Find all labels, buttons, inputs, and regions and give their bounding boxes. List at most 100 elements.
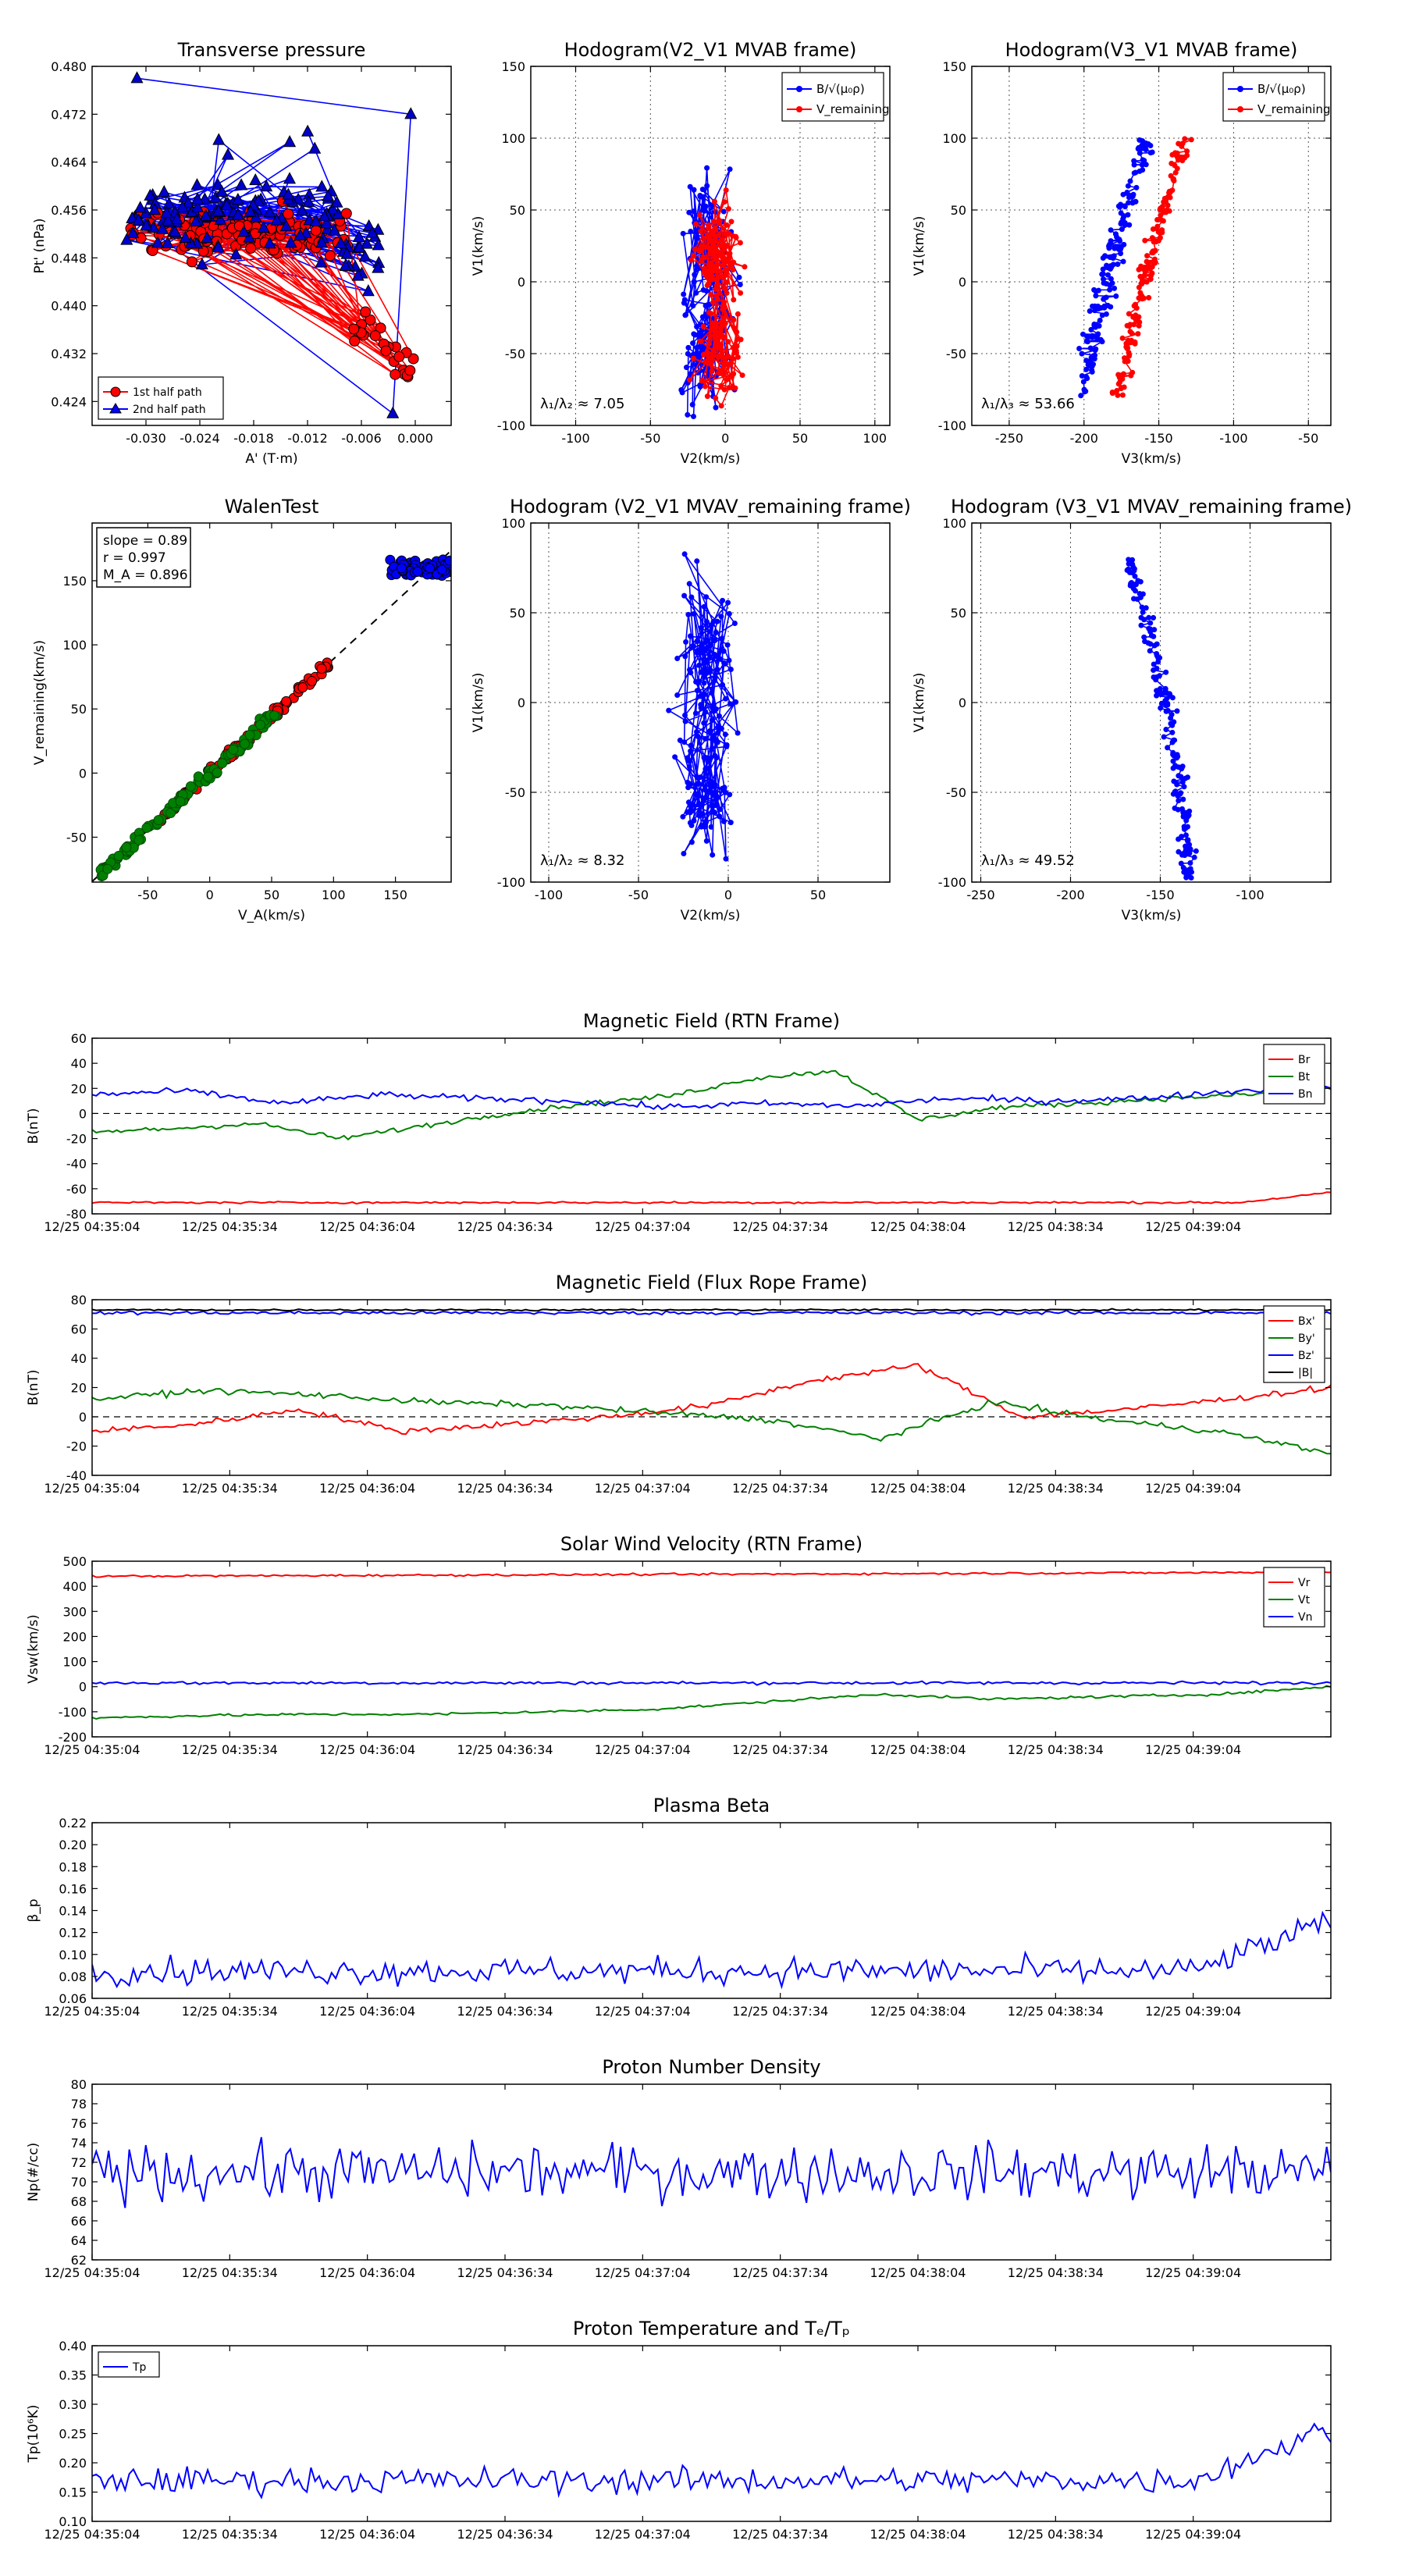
b-field-point (1133, 198, 1139, 205)
second-half-point (263, 205, 276, 218)
legend-marker (110, 386, 121, 397)
b-field-point (717, 656, 723, 662)
panel-title: Proton Temperature and Tₑ/Tₚ (573, 2318, 850, 2339)
b-field-point (701, 680, 707, 686)
axes-frame (91, 1299, 1332, 1476)
b-field-point (694, 781, 700, 787)
velocity-point (707, 333, 713, 340)
velocity-point (1149, 270, 1155, 276)
walen-green-point (153, 815, 164, 826)
velocity-point (698, 228, 704, 234)
b-field-point (717, 806, 724, 813)
y-axis-label: V1(km/s) (471, 216, 486, 276)
velocity-point (702, 265, 708, 272)
b-field-point (681, 297, 688, 303)
second-half-point (195, 257, 208, 270)
b-field-point (685, 344, 692, 350)
eigenvalue-ratio: λ₁/λ₃ ≈ 53.66 (981, 396, 1075, 412)
velocity-point (731, 297, 737, 303)
x-tick-label: 12/25 04:38:34 (1008, 1219, 1104, 1234)
second-half-point (235, 178, 248, 190)
vr-line (92, 1571, 1331, 1578)
y-tick-label: 0.06 (59, 1991, 87, 2006)
velocity-point (700, 323, 706, 329)
first-half-point (233, 220, 245, 232)
y-tick-label: 0.14 (59, 1904, 87, 1919)
first-half-point (349, 335, 361, 347)
second-half-point (160, 206, 173, 219)
b-field-point (1126, 222, 1133, 228)
legend-label: 1st half path (133, 386, 202, 399)
x-tick-label: 12/25 04:36:04 (319, 1481, 415, 1496)
b-field-point (709, 202, 715, 208)
b-field-point (695, 370, 701, 375)
time-panel-6: 12/25 04:35:04 12/25 04:35:34 12/25 04:36:… (26, 2318, 1332, 2542)
velocity-point (1171, 778, 1177, 785)
walen-green-point (202, 771, 213, 782)
b-field-point (696, 648, 702, 654)
br-line (92, 1191, 1331, 1205)
b-field-point (713, 404, 719, 411)
b-field-point (1095, 331, 1101, 337)
walen-green-point (240, 738, 250, 749)
velocity-point (1114, 388, 1120, 393)
second-half-point (120, 233, 133, 245)
velocity-point (1159, 227, 1165, 233)
b-field-point (1083, 366, 1090, 372)
b-field-point (1108, 238, 1114, 244)
b-field-point (720, 208, 727, 215)
axes-frame (971, 66, 1332, 426)
axes-frame (530, 522, 891, 883)
x-tick-label: 12/25 04:39:04 (1145, 2004, 1241, 2019)
axes-frame (91, 522, 452, 883)
velocity-point (1158, 705, 1164, 711)
b-field-point (691, 279, 697, 285)
velocity-point (718, 319, 724, 326)
b-field-point (1118, 251, 1124, 257)
x-tick-label: -50 (640, 431, 660, 446)
velocity-point (1126, 557, 1132, 563)
second-half-point (330, 195, 343, 208)
y-tick-label: 150 (62, 574, 87, 589)
b-field-point (720, 818, 727, 824)
y-tick-label: 0.12 (59, 1926, 87, 1941)
y-tick-label: -40 (66, 1157, 87, 1172)
b-field-point (1112, 231, 1119, 237)
b-field-point (736, 274, 742, 280)
y-axis-label: B(nT) (26, 1108, 41, 1144)
b-field-point (699, 314, 706, 320)
velocity-point (1152, 247, 1158, 254)
x-tick-label: 12/25 04:38:34 (1008, 1742, 1104, 1757)
velocity-point (1178, 860, 1184, 866)
velocity-point (713, 276, 720, 283)
second-half-point (126, 226, 140, 238)
b-field-point (695, 801, 702, 807)
x-axis-label: V2(km/s) (681, 908, 741, 923)
b-field-point (1093, 293, 1099, 299)
x-tick-label: -0.012 (287, 431, 328, 446)
x-tick-label: 50 (792, 431, 808, 446)
b-field-point (692, 710, 699, 717)
second-half-point (257, 221, 270, 233)
b-field-point (710, 852, 716, 858)
velocity-point (697, 248, 703, 254)
b-field-point (1131, 162, 1137, 168)
walen-green-point (228, 744, 239, 755)
b-field-point (721, 660, 727, 666)
first-half-point (380, 345, 392, 357)
velocity-point (1156, 673, 1162, 679)
y-tick-label: 0.10 (59, 2514, 87, 2529)
b-field-point (703, 646, 710, 653)
second-half-point (181, 196, 195, 208)
b-field-point (693, 362, 699, 368)
panel-title: Magnetic Field (Flux Rope Frame) (556, 1272, 867, 1293)
plot-area (120, 71, 419, 418)
b-field-point (691, 331, 697, 337)
x-tick-label: -0.024 (180, 431, 220, 446)
velocity-point (1185, 774, 1190, 781)
second-half-point (340, 247, 354, 259)
y-tick-label: 100 (501, 131, 525, 146)
second-half-point (293, 228, 307, 240)
velocity-point (711, 251, 717, 258)
